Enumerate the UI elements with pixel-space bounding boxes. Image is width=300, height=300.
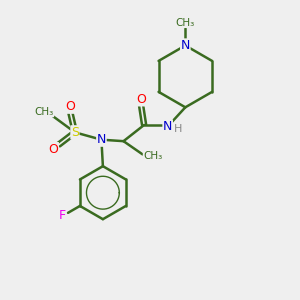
Text: N: N: [181, 39, 190, 52]
Text: F: F: [58, 209, 66, 222]
Text: O: O: [136, 93, 146, 106]
Text: H: H: [174, 124, 182, 134]
Text: CH₃: CH₃: [176, 17, 195, 28]
Text: O: O: [66, 100, 75, 113]
Text: CH₃: CH₃: [34, 107, 54, 117]
Text: O: O: [49, 142, 58, 156]
Text: CH₃: CH₃: [143, 151, 163, 161]
Text: N: N: [163, 120, 172, 133]
Text: N: N: [97, 133, 106, 146]
Text: S: S: [71, 126, 79, 139]
